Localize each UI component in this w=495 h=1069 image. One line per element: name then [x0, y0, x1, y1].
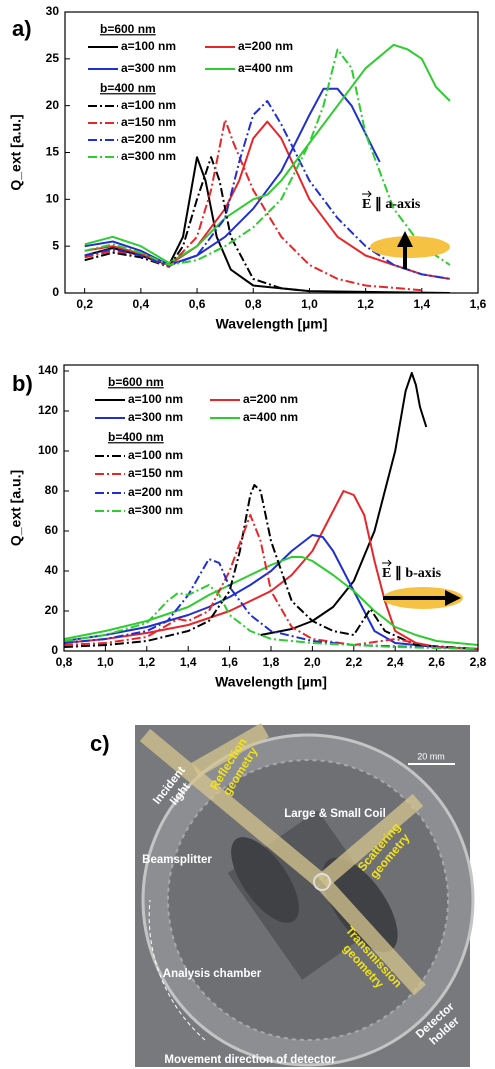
polarization-ellipse	[370, 236, 450, 258]
photo-label-line: Large & Small Coil	[284, 808, 386, 820]
y-tick-label: 40	[45, 563, 59, 577]
x-tick-label: 2,6	[428, 655, 445, 669]
photo-label: Movement direction of detector	[164, 1054, 336, 1066]
x-tick-label: 1,2	[138, 655, 155, 669]
x-tick-label: 1,4	[413, 297, 430, 311]
legend-label: a=300 nm	[128, 410, 183, 424]
x-tick-label: 0,6	[189, 297, 206, 311]
panel-c-image	[135, 725, 473, 1067]
chart: a) Q_ext [a.u.] Wavelength [µm] 0 5 10 15 20 25 3…	[8, 4, 487, 332]
photo-label: Large & Small Coil	[284, 808, 386, 820]
y-tick-label: 10	[46, 192, 60, 206]
legend-label: a=150 nm	[121, 115, 176, 129]
legend-label: a=400 nm	[238, 61, 293, 75]
legend-group-title: b=400 nm	[100, 81, 156, 95]
x-axis-title: Wavelength [µm]	[215, 674, 327, 690]
figure: a) Q_ext [a.u.] Wavelength [µm] 0 5 10 15 20 25 3…	[0, 0, 495, 1069]
x-tick-label: 1,6	[470, 297, 487, 311]
annotation: E ∥ a-axis	[362, 196, 421, 212]
photo-label-line: Analysis chamber	[163, 968, 262, 980]
x-tick-label: 0,8	[56, 655, 73, 669]
legend-group-title: b=600 nm	[100, 22, 156, 36]
y-tick-label: 20	[46, 98, 60, 112]
photo-label-line: Beamsplitter	[142, 854, 212, 866]
legend-label: a=150 nm	[128, 466, 183, 480]
legend-label: a=100 nm	[121, 39, 176, 53]
legend-label: a=100 nm	[128, 392, 183, 406]
x-tick-label: 2,2	[345, 655, 362, 669]
legend-label: a=400 nm	[243, 410, 298, 424]
y-tick-label: 30	[46, 4, 60, 18]
y-tick-label: 20	[45, 603, 59, 617]
y-tick-label: 25	[46, 51, 60, 65]
photo-label: Analysis chamber	[163, 968, 262, 980]
y-tick-label: 140	[38, 363, 58, 377]
x-tick-label: 2,8	[470, 655, 487, 669]
legend-label: a=200 nm	[128, 485, 183, 499]
x-tick-label: 1,4	[180, 655, 197, 669]
y-tick-label: 120	[38, 403, 58, 417]
y-axis-title: Q_ext [a.u.]	[8, 114, 24, 190]
legend-label: a=300 nm	[121, 61, 176, 75]
legend-label: a=200 nm	[243, 392, 298, 406]
y-tick-label: 60	[45, 523, 59, 537]
x-tick-label: 1,2	[357, 297, 374, 311]
photo-label-line: Movement direction of detector	[164, 1054, 336, 1066]
legend-label: a=300 nm	[128, 503, 183, 517]
panel-label: a)	[12, 16, 32, 41]
legend-label: a=200 nm	[238, 39, 293, 53]
x-tick-label: 2,0	[304, 655, 321, 669]
x-tick-label: 1,8	[263, 655, 280, 669]
chart: b)Q_ext [a.u.]Wavelength [µm]02040608010…	[8, 363, 487, 690]
legend-label: a=200 nm	[121, 132, 176, 146]
x-tick-label: 0,4	[133, 297, 150, 311]
photo-label: Beamsplitter	[142, 854, 212, 866]
x-tick-label: 1,6	[221, 655, 238, 669]
legend-group-title: b=400 nm	[108, 430, 164, 444]
panel-label: c)	[90, 731, 110, 756]
scale-bar-label: 20 mm	[417, 751, 445, 761]
y-axis-title: Q_ext [a.u.]	[8, 470, 24, 546]
vector-arrow	[382, 560, 391, 566]
x-tick-label: 0,2	[76, 297, 93, 311]
x-tick-label: 1,0	[301, 297, 318, 311]
legend-group-title: b=600 nm	[108, 375, 164, 389]
vector-arrow	[362, 191, 371, 197]
y-tick-label: 15	[46, 145, 60, 159]
series-line	[85, 157, 450, 293]
y-tick-label: 100	[38, 443, 58, 457]
legend-label: a=300 nm	[121, 149, 176, 163]
y-tick-label: 80	[45, 483, 59, 497]
y-tick-label: 5	[52, 238, 59, 252]
annotation: E ∥ b-axis	[382, 565, 442, 581]
legend-label: a=100 nm	[128, 448, 183, 462]
x-tick-label: 1,0	[97, 655, 114, 669]
x-tick-label: 2,4	[387, 655, 404, 669]
x-axis-title: Wavelength [µm]	[216, 316, 328, 332]
panel-label: b)	[12, 371, 33, 396]
x-tick-label: 0,8	[245, 297, 262, 311]
y-tick-label: 0	[52, 285, 59, 299]
legend-label: a=100 nm	[121, 98, 176, 112]
